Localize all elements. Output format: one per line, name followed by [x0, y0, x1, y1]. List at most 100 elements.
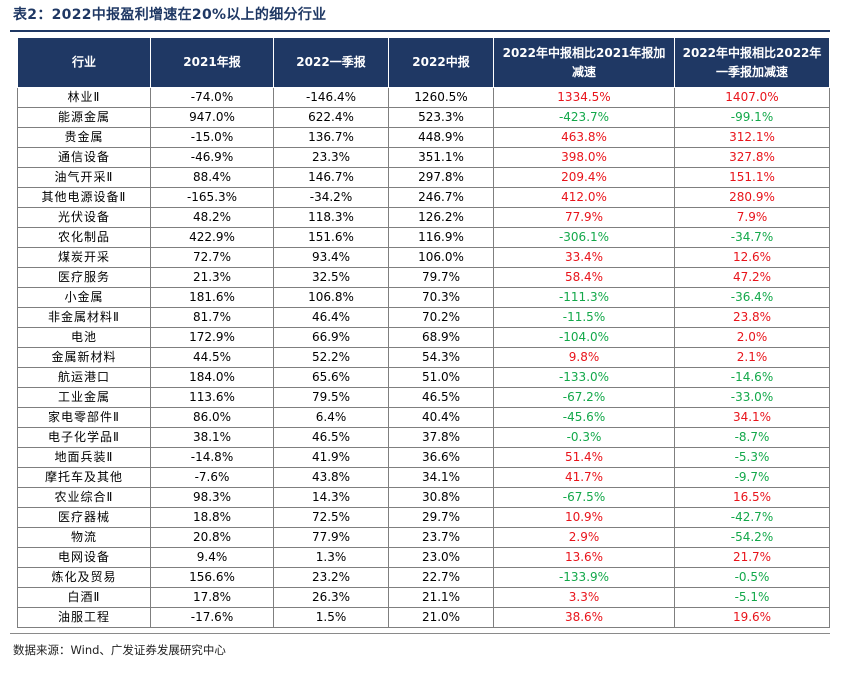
industry-cell: 白酒Ⅱ: [17, 587, 151, 608]
value-cell: 1.3%: [273, 547, 389, 568]
value-cell: -15.0%: [150, 127, 274, 148]
value-cell: -42.7%: [674, 507, 830, 528]
value-cell: 463.8%: [493, 127, 675, 148]
table-row: 小金属 181.6% 106.8% 70.3% -111.3% -36.4%: [17, 287, 830, 308]
value-cell: 70.3%: [388, 287, 494, 308]
value-cell: 86.0%: [150, 407, 274, 428]
header-row: 行业 2021年报 2022一季报 2022中报 2022年中报相比2021年报…: [17, 37, 830, 88]
value-cell: 13.6%: [493, 547, 675, 568]
value-cell: 118.3%: [273, 207, 389, 228]
value-cell: -34.7%: [674, 227, 830, 248]
industry-cell: 医疗服务: [17, 267, 151, 288]
value-cell: 38.6%: [493, 607, 675, 628]
table-row: 光伏设备 48.2% 118.3% 126.2% 77.9% 7.9%: [17, 207, 830, 228]
value-cell: 280.9%: [674, 187, 830, 208]
table-row: 地面兵装Ⅱ -14.8% 41.9% 36.6% 51.4% -5.3%: [17, 447, 830, 468]
value-cell: 14.3%: [273, 487, 389, 508]
table-row: 白酒Ⅱ 17.8% 26.3% 21.1% 3.3% -5.1%: [17, 587, 830, 608]
value-cell: 72.5%: [273, 507, 389, 528]
table-row: 医疗器械 18.8% 72.5% 29.7% 10.9% -42.7%: [17, 507, 830, 528]
value-cell: 77.9%: [273, 527, 389, 548]
industry-cell: 小金属: [17, 287, 151, 308]
industry-cell: 通信设备: [17, 147, 151, 168]
table-row: 电子化学品Ⅱ 38.1% 46.5% 37.8% -0.3% -8.7%: [17, 427, 830, 448]
value-cell: 41.7%: [493, 467, 675, 488]
value-cell: -67.2%: [493, 387, 675, 408]
source-note: 数据来源：Wind、广发证券发展研究中心: [13, 643, 226, 657]
value-cell: 36.6%: [388, 447, 494, 468]
value-cell: -46.9%: [150, 147, 274, 168]
value-cell: -133.0%: [493, 367, 675, 388]
value-cell: 1.5%: [273, 607, 389, 628]
value-cell: 146.7%: [273, 167, 389, 188]
value-cell: 947.0%: [150, 107, 274, 128]
value-cell: 136.7%: [273, 127, 389, 148]
value-cell: -8.7%: [674, 427, 830, 448]
value-cell: 2.9%: [493, 527, 675, 548]
table-row: 工业金属 113.6% 79.5% 46.5% -67.2% -33.0%: [17, 387, 830, 408]
value-cell: -33.0%: [674, 387, 830, 408]
value-cell: 54.3%: [388, 347, 494, 368]
value-cell: -0.3%: [493, 427, 675, 448]
value-cell: 46.5%: [273, 427, 389, 448]
value-cell: 32.5%: [273, 267, 389, 288]
value-cell: 72.7%: [150, 247, 274, 268]
column-header: 2022一季报: [273, 37, 389, 88]
value-cell: 2.1%: [674, 347, 830, 368]
table-body: 林业Ⅱ -74.0% -146.4% 1260.5% 1334.5% 1407.0% 能源金…: [17, 87, 830, 628]
value-cell: 126.2%: [388, 207, 494, 228]
industry-cell: 其他电源设备Ⅱ: [17, 187, 151, 208]
value-cell: -0.5%: [674, 567, 830, 588]
value-cell: -17.6%: [150, 607, 274, 628]
value-cell: 17.8%: [150, 587, 274, 608]
footer-rule: [10, 633, 830, 634]
value-cell: 21.0%: [388, 607, 494, 628]
industry-cell: 电网设备: [17, 547, 151, 568]
value-cell: -74.0%: [150, 87, 274, 108]
value-cell: 209.4%: [493, 167, 675, 188]
value-cell: 113.6%: [150, 387, 274, 408]
table-row: 金属新材料 44.5% 52.2% 54.3% 9.8% 2.1%: [17, 347, 830, 368]
table-row: 医疗服务 21.3% 32.5% 79.7% 58.4% 47.2%: [17, 267, 830, 288]
value-cell: 88.4%: [150, 167, 274, 188]
value-cell: 9.8%: [493, 347, 675, 368]
value-cell: 184.0%: [150, 367, 274, 388]
industry-cell: 炼化及贸易: [17, 567, 151, 588]
value-cell: 398.0%: [493, 147, 675, 168]
value-cell: 20.8%: [150, 527, 274, 548]
value-cell: 41.9%: [273, 447, 389, 468]
value-cell: 47.2%: [674, 267, 830, 288]
value-cell: 9.4%: [150, 547, 274, 568]
value-cell: 448.9%: [388, 127, 494, 148]
table-row: 其他电源设备Ⅱ -165.3% -34.2% 246.7% 412.0% 280.9%: [17, 187, 830, 208]
industry-cell: 林业Ⅱ: [17, 87, 151, 108]
industry-cell: 贵金属: [17, 127, 151, 148]
industry-cell: 物流: [17, 527, 151, 548]
industry-cell: 地面兵装Ⅱ: [17, 447, 151, 468]
value-cell: -423.7%: [493, 107, 675, 128]
value-cell: 70.2%: [388, 307, 494, 328]
table-row: 能源金属 947.0% 622.4% 523.3% -423.7% -99.1%: [17, 107, 830, 128]
value-cell: 21.7%: [674, 547, 830, 568]
industry-cell: 油气开采Ⅱ: [17, 167, 151, 188]
value-cell: 19.6%: [674, 607, 830, 628]
value-cell: -5.1%: [674, 587, 830, 608]
table-row: 煤炭开采 72.7% 93.4% 106.0% 33.4% 12.6%: [17, 247, 830, 268]
value-cell: 23.0%: [388, 547, 494, 568]
value-cell: 351.1%: [388, 147, 494, 168]
industry-cell: 能源金属: [17, 107, 151, 128]
value-cell: -111.3%: [493, 287, 675, 308]
value-cell: 523.3%: [388, 107, 494, 128]
industry-cell: 工业金属: [17, 387, 151, 408]
value-cell: -165.3%: [150, 187, 274, 208]
value-cell: 172.9%: [150, 327, 274, 348]
column-header: 行业: [17, 37, 151, 88]
industry-cell: 非金属材料Ⅱ: [17, 307, 151, 328]
value-cell: -99.1%: [674, 107, 830, 128]
value-cell: 12.6%: [674, 247, 830, 268]
value-cell: -9.7%: [674, 467, 830, 488]
column-header: 2022年中报相比2021年报加减速: [493, 37, 675, 88]
table-row: 油气开采Ⅱ 88.4% 146.7% 297.8% 209.4% 151.1%: [17, 167, 830, 188]
value-cell: 34.1%: [674, 407, 830, 428]
value-cell: 151.1%: [674, 167, 830, 188]
